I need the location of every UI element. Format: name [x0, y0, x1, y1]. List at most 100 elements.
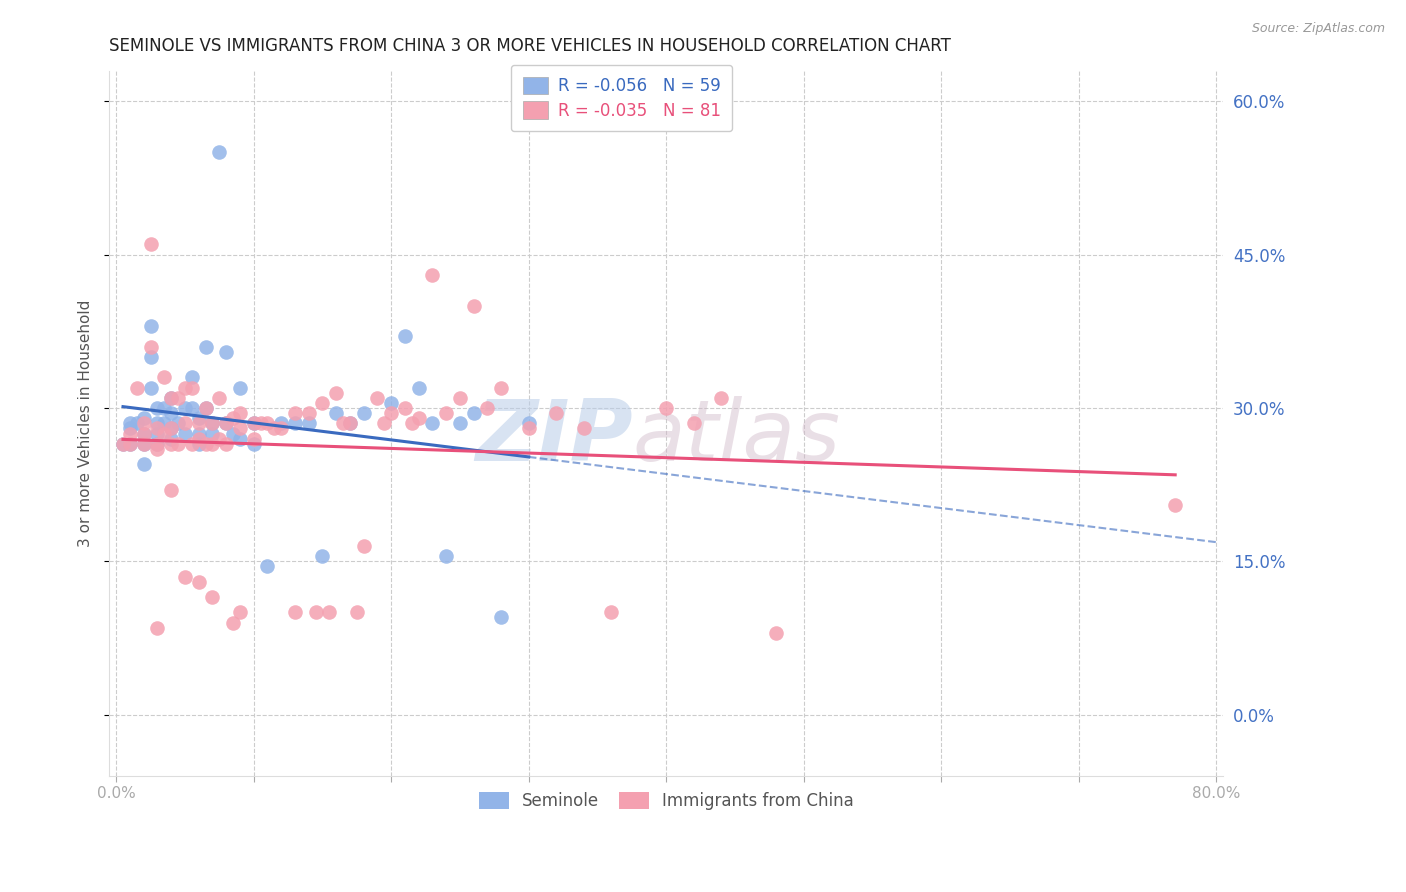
Point	[146, 436, 169, 450]
Point	[600, 605, 623, 619]
Point	[187, 432, 209, 446]
Point	[146, 401, 169, 415]
Point	[180, 370, 202, 384]
Point	[139, 340, 162, 354]
Point	[180, 380, 202, 394]
Point	[270, 417, 292, 431]
Point	[489, 610, 512, 624]
Point	[160, 391, 183, 405]
Point	[194, 340, 217, 354]
Point	[449, 417, 471, 431]
Point	[463, 299, 485, 313]
Point	[153, 370, 176, 384]
Point	[174, 569, 197, 583]
Point	[139, 380, 162, 394]
Point	[222, 426, 245, 441]
Point	[325, 406, 347, 420]
Point	[167, 436, 190, 450]
Point	[489, 380, 512, 394]
Point	[572, 421, 595, 435]
Point	[118, 426, 141, 441]
Point	[125, 417, 148, 431]
Point	[284, 605, 307, 619]
Point	[311, 396, 333, 410]
Point	[222, 615, 245, 630]
Point	[270, 421, 292, 435]
Point	[118, 417, 141, 431]
Point	[194, 436, 217, 450]
Point	[208, 391, 231, 405]
Point	[153, 426, 176, 441]
Point	[463, 406, 485, 420]
Point	[284, 417, 307, 431]
Point	[477, 401, 499, 415]
Point	[710, 391, 733, 405]
Point	[139, 319, 162, 334]
Point	[132, 417, 155, 431]
Point	[249, 417, 271, 431]
Point	[201, 417, 224, 431]
Point	[194, 401, 217, 415]
Point	[125, 380, 148, 394]
Point	[153, 417, 176, 431]
Point	[256, 417, 278, 431]
Point	[201, 426, 224, 441]
Point	[242, 417, 264, 431]
Point	[160, 432, 183, 446]
Point	[318, 605, 340, 619]
Point	[394, 329, 416, 343]
Point	[139, 237, 162, 252]
Point	[174, 380, 197, 394]
Point	[132, 426, 155, 441]
Point	[517, 417, 540, 431]
Point	[201, 436, 224, 450]
Point	[449, 391, 471, 405]
Point	[187, 436, 209, 450]
Point	[153, 401, 176, 415]
Text: Source: ZipAtlas.com: Source: ZipAtlas.com	[1251, 22, 1385, 36]
Point	[401, 417, 423, 431]
Point	[380, 406, 402, 420]
Point	[229, 380, 252, 394]
Point	[242, 436, 264, 450]
Point	[187, 417, 209, 431]
Point	[311, 549, 333, 563]
Point	[174, 417, 197, 431]
Point	[160, 391, 183, 405]
Point	[111, 436, 134, 450]
Point	[229, 406, 252, 420]
Point	[242, 432, 264, 446]
Point	[346, 605, 368, 619]
Point	[167, 417, 190, 431]
Point	[187, 411, 209, 425]
Legend: Seminole, Immigrants from China: Seminole, Immigrants from China	[468, 782, 865, 821]
Point	[353, 406, 375, 420]
Point	[422, 268, 444, 282]
Point	[180, 436, 202, 450]
Point	[139, 350, 162, 364]
Point	[160, 436, 183, 450]
Point	[229, 421, 252, 435]
Point	[434, 549, 457, 563]
Point	[434, 406, 457, 420]
Point	[167, 391, 190, 405]
Point	[118, 436, 141, 450]
Point	[394, 401, 416, 415]
Point	[160, 421, 183, 435]
Point	[1164, 498, 1187, 512]
Point	[682, 417, 704, 431]
Point	[256, 559, 278, 574]
Point	[160, 406, 183, 420]
Point	[304, 605, 326, 619]
Text: atlas: atlas	[633, 396, 841, 479]
Point	[298, 406, 321, 420]
Point	[146, 426, 169, 441]
Point	[380, 396, 402, 410]
Point	[263, 421, 285, 435]
Point	[132, 411, 155, 425]
Point	[201, 417, 224, 431]
Point	[229, 432, 252, 446]
Point	[132, 436, 155, 450]
Point	[353, 539, 375, 553]
Point	[208, 145, 231, 160]
